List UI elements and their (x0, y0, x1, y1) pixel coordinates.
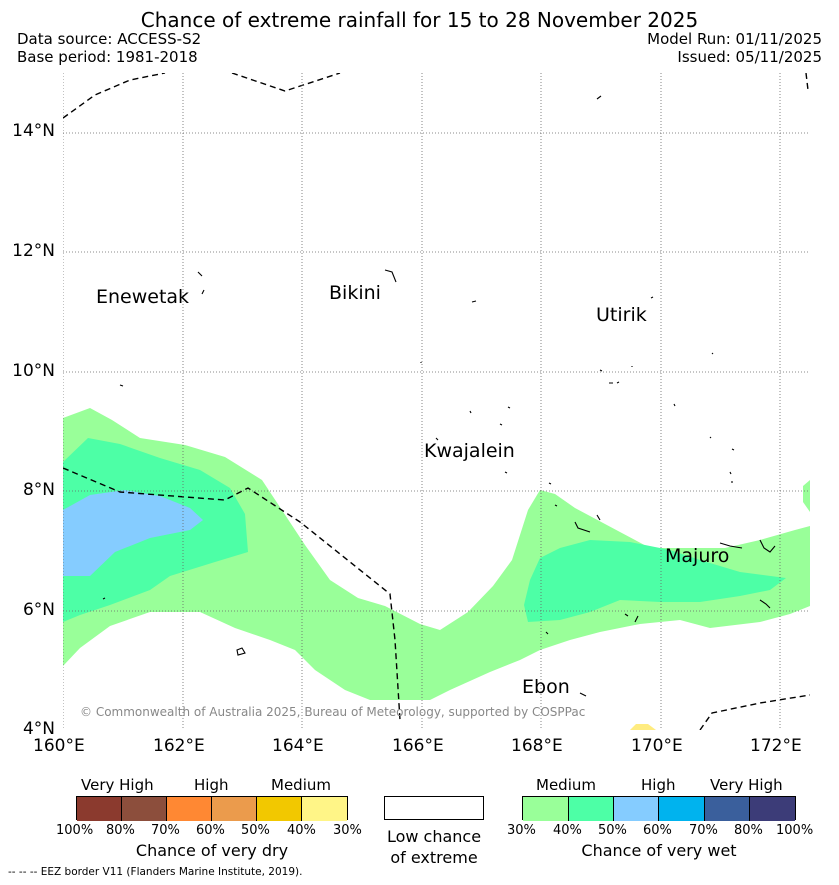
wet-caption: Chance of very wet (581, 841, 737, 860)
wet-category-high: High (641, 776, 676, 794)
dry-tick-40: 40% (287, 823, 316, 838)
wet-swatch-50-60 (614, 797, 659, 821)
wet-50-60-region-west (63, 490, 203, 576)
place-kwajalein: Kwajalein (424, 440, 515, 462)
majuro-atoll (719, 539, 776, 553)
dry-colorbar (76, 796, 348, 821)
atoll-namu (548, 482, 558, 507)
atoll-namorik (545, 631, 549, 635)
dry-swatch-60-70 (167, 797, 212, 821)
dry-swatch-50-60 (212, 797, 257, 821)
lon-label-166e: 166°E (392, 736, 444, 756)
wet-category-medium: Medium (536, 776, 596, 794)
data-source: Data source: ACCESS-S2 (17, 30, 202, 48)
atoll-kili (236, 647, 246, 656)
dry-category-very-high: Very High (81, 776, 154, 794)
atoll-likiep (599, 366, 633, 372)
wet-swatch-80-100 (750, 797, 795, 821)
wet-swatch-60-70 (659, 797, 705, 821)
neutral-caption-line1: Low chance (386, 827, 482, 846)
kwajalein-atoll (435, 437, 508, 474)
atoll-mili (759, 599, 771, 609)
place-utirik: Utirik (596, 304, 647, 326)
bikini-atoll (384, 269, 397, 283)
lat-label-12n: 12°N (12, 241, 55, 261)
enewetak-atoll (197, 271, 205, 295)
wet-swatch-70-80 (705, 797, 750, 821)
eez-border-north (63, 73, 166, 119)
wet-30-40-region (63, 408, 810, 700)
lon-label-162e: 162°E (153, 736, 205, 756)
base-period: Base period: 1981-2018 (17, 48, 198, 66)
lat-label-10n: 10°N (12, 361, 55, 381)
atoll-maloelap (711, 352, 714, 355)
neutral-swatch (384, 796, 484, 820)
atoll-small-3 (102, 597, 106, 600)
lat-label-8n: 8°N (22, 480, 55, 500)
lat-label-14n: 14°N (12, 121, 55, 141)
atoll-utirik (650, 296, 654, 299)
map-title: Chance of extreme rainfall for 15 to 28 … (140, 8, 699, 32)
eez-border-south (699, 694, 810, 730)
dry-tick-60: 60% (196, 823, 225, 838)
wet-tick-30: 30% (507, 823, 536, 838)
dry-swatch-30-40 (302, 797, 347, 821)
model-run: Model Run: 01/11/2025 (647, 30, 822, 48)
eez-border-west (63, 467, 401, 721)
eez-footnote: -- -- -- EEZ border V11 (Flanders Marine… (8, 866, 303, 878)
place-enewetak: Enewetak (96, 286, 190, 308)
wet-tick-80: 80% (734, 823, 763, 838)
dry-category-high: High (194, 776, 229, 794)
atoll-ujae (119, 384, 124, 387)
issued-date: Issued: 05/11/2025 (677, 48, 822, 66)
lon-label-172e: 172°E (750, 736, 802, 756)
wet-swatch-30-40 (523, 797, 569, 821)
wet-tick-40: 40% (553, 823, 582, 838)
wet-category-very-high: Very High (710, 776, 783, 794)
atoll-small-2 (499, 406, 511, 426)
dry-caption: Chance of very dry (135, 841, 289, 860)
wet-tick-60: 60% (643, 823, 672, 838)
wet-tick-100: 100% (776, 823, 814, 838)
atoll-wotje (609, 381, 620, 384)
dry-swatch-70-80 (122, 797, 167, 821)
eez-border-ne (805, 73, 809, 91)
wet-tick-70: 70% (689, 823, 718, 838)
lat-label-6n: 6°N (22, 600, 55, 620)
place-bikini: Bikini (329, 282, 381, 304)
neutral-caption-line2: of extreme (390, 848, 478, 867)
dry-swatch-80-100 (77, 797, 122, 821)
atoll-jaluit (624, 613, 639, 623)
atoll-lae (469, 410, 472, 414)
atoll-arno (729, 471, 733, 483)
eez-border-north-2 (231, 73, 341, 92)
atoll-ailuk (596, 95, 602, 100)
dry-tick-70: 70% (151, 823, 180, 838)
wet-swatch-40-50 (569, 797, 614, 821)
lon-label-160e: 160°E (33, 736, 85, 756)
place-ebon: Ebon (522, 676, 570, 698)
dry-tick-50: 50% (241, 823, 270, 838)
dry-tick-100: 100% (56, 823, 94, 838)
wet-colorbar (522, 796, 796, 821)
dry-tick-30: 30% (333, 823, 362, 838)
atoll-jabwot (574, 514, 601, 533)
lon-label-168e: 168°E (511, 736, 563, 756)
dry-tick-80: 80% (106, 823, 135, 838)
atoll-aur (673, 403, 735, 451)
dry-category-medium: Medium (271, 776, 331, 794)
lon-label-164e: 164°E (272, 736, 324, 756)
wet-40-50-region-east (524, 540, 786, 622)
wet-tick-50: 50% (598, 823, 627, 838)
lon-label-170e: 170°E (631, 736, 683, 756)
dry-30-40-patch (630, 724, 656, 730)
wet-30-40-region-east-edge (803, 480, 810, 512)
lat-label-4n: 4°N (22, 719, 55, 739)
dry-swatch-40-50 (257, 797, 302, 821)
place-majuro: Majuro (665, 545, 730, 567)
atoll-rongelap (471, 300, 477, 303)
atoll-ebon (579, 692, 587, 697)
map-copyright: © Commonwealth of Australia 2025, Bureau… (80, 705, 586, 719)
